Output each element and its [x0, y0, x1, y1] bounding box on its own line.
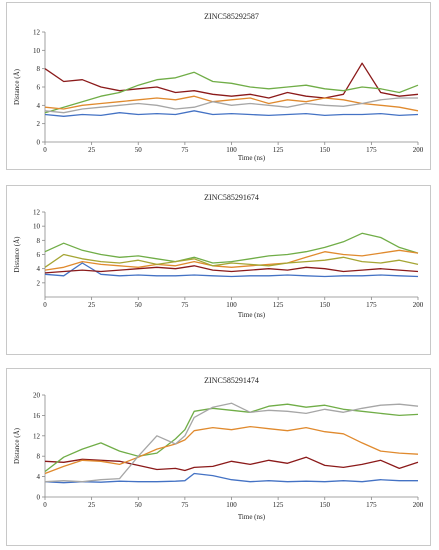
y-axis-label: Distance (Å) [13, 236, 21, 273]
series-line-5 [44, 253, 419, 268]
x-tick-label: 125 [273, 301, 284, 309]
series-line-4 [44, 425, 419, 475]
x-tick-label: 0 [43, 301, 47, 309]
y-tick-label: 4 [37, 265, 41, 273]
y-tick-label: 8 [37, 453, 41, 461]
x-tick-label: 150 [320, 301, 331, 309]
x-tick-label: 200 [413, 301, 424, 309]
y-tick-label: 16 [33, 412, 41, 420]
y-tick-label: 6 [37, 251, 41, 259]
x-tick-label: 25 [88, 301, 96, 309]
x-tick-label: 175 [366, 146, 377, 154]
y-tick-label: 10 [33, 47, 41, 55]
series-line-5 [44, 97, 418, 114]
x-tick-label: 125 [273, 501, 284, 509]
chart-svg: ZINC585292587 0 25 50 75 100 125 150 175 200 0 2 4 6 8… [13, 12, 424, 162]
series-line-3 [44, 71, 419, 114]
x-tick-label: 100 [226, 501, 237, 509]
x-axis-label: Time (ns) [238, 311, 266, 319]
y-tick-label: 0 [37, 139, 41, 147]
series-line-1 [44, 262, 419, 278]
chart-svg: ZINC585291674 0 25 50 75 100 125 150 175 200 2 4 6 8 1… [13, 193, 424, 319]
y-tick-label: 2 [37, 120, 41, 128]
series-line-2 [44, 62, 419, 99]
chart-panel-3: ZINC585291474 0 25 50 75 100 125 150 175 200 0 4 8 12… [6, 368, 431, 546]
y-tick-label: 2 [37, 279, 41, 287]
series-line-5 [44, 402, 419, 483]
y-tick-label: 0 [37, 494, 41, 502]
x-axis-label: Time (ns) [238, 154, 266, 162]
x-axis-label: Time (ns) [238, 513, 266, 521]
chart-panel-1: ZINC585292587 0 25 50 75 100 125 150 175 200 0 2 4 6 8… [6, 2, 431, 170]
series-line-2 [44, 456, 419, 472]
series-line-1 [44, 472, 418, 484]
y-tick-label: 4 [37, 473, 41, 481]
x-tick-label: 175 [366, 501, 377, 509]
x-tick-label: 100 [226, 301, 237, 309]
series-line-2 [44, 265, 419, 274]
x-tick-label: 0 [43, 501, 47, 509]
x-tick-label: 75 [181, 146, 189, 154]
x-tick-label: 200 [413, 501, 424, 509]
chart-title: ZINC585291674 [204, 193, 259, 202]
series-line-4 [44, 95, 419, 112]
y-tick-label: 8 [37, 65, 41, 73]
x-tick-label: 175 [366, 301, 377, 309]
x-tick-label: 25 [88, 146, 96, 154]
series-line-4 [44, 249, 419, 271]
x-tick-label: 75 [181, 501, 189, 509]
y-tick-label: 8 [37, 237, 41, 245]
y-tick-label: 12 [33, 209, 41, 217]
series-line-3 [44, 232, 419, 264]
x-tick-label: 0 [43, 146, 47, 154]
y-tick-label: 4 [37, 102, 41, 110]
x-tick-label: 200 [413, 146, 424, 154]
series-line-1 [44, 110, 419, 117]
x-tick-label: 150 [320, 146, 331, 154]
x-tick-label: 150 [320, 501, 331, 509]
y-tick-label: 12 [33, 432, 41, 440]
y-axis-label: Distance (Å) [13, 68, 21, 105]
y-tick-label: 20 [33, 392, 41, 400]
x-tick-label: 25 [88, 501, 96, 509]
chart-panel-2: ZINC585291674 0 25 50 75 100 125 150 175 200 2 4 6 8 1… [6, 185, 431, 355]
y-axis-label: Distance (Å) [13, 427, 21, 464]
chart-title: ZINC585291474 [204, 376, 259, 385]
y-tick-label: 10 [33, 223, 41, 231]
x-tick-label: 50 [135, 146, 143, 154]
x-tick-label: 75 [181, 301, 189, 309]
y-tick-label: 12 [33, 29, 41, 37]
x-tick-label: 125 [273, 146, 284, 154]
y-tick-label: 6 [37, 84, 41, 92]
x-tick-label: 50 [135, 501, 143, 509]
x-tick-label: 100 [226, 146, 237, 154]
x-tick-label: 50 [135, 301, 143, 309]
chart-title: ZINC585292587 [204, 12, 259, 21]
chart-svg: ZINC585291474 0 25 50 75 100 125 150 175 200 0 4 8 12… [13, 376, 424, 521]
